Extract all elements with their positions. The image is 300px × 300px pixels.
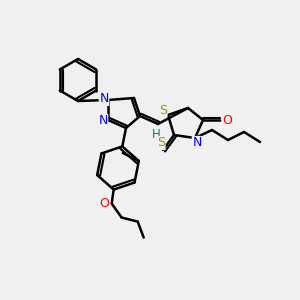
Text: N: N <box>98 115 108 128</box>
Text: N: N <box>192 136 202 149</box>
Text: H: H <box>152 128 160 140</box>
Text: O: O <box>100 197 110 210</box>
Text: N: N <box>99 92 109 106</box>
Text: O: O <box>222 113 232 127</box>
Text: S: S <box>159 103 167 116</box>
Text: S: S <box>157 136 165 149</box>
